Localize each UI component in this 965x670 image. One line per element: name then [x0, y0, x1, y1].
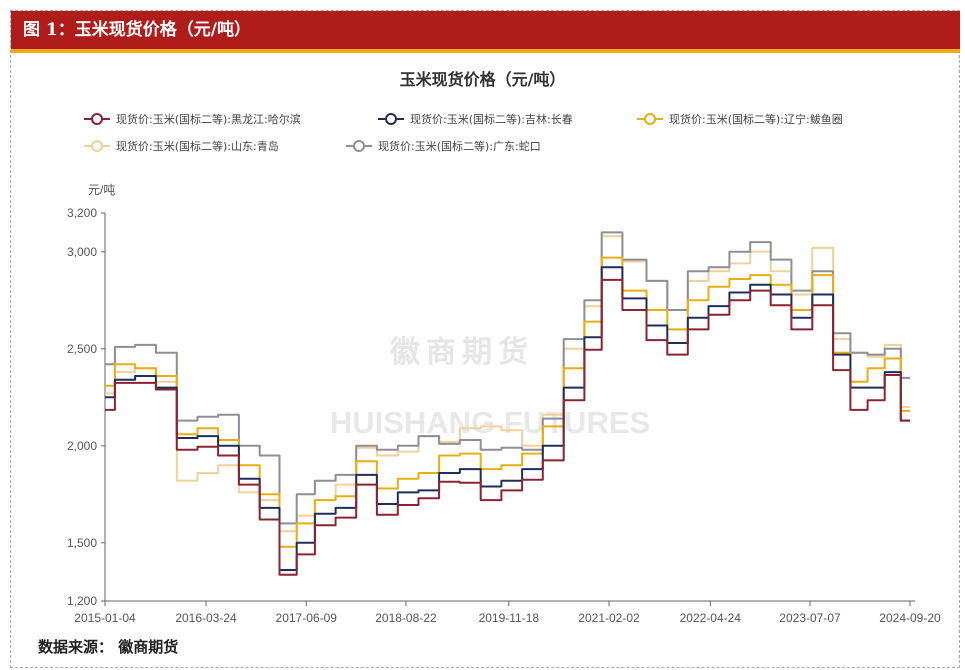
legend-line-marker-icon [346, 140, 372, 152]
source-note: 数据来源： 徽商期货 [38, 638, 179, 656]
x-tick-label: 2022-04-24 [680, 611, 742, 625]
x-tick-label: 2017-06-09 [276, 611, 338, 625]
watermark-cn: 徽商期货 [389, 335, 534, 370]
title-underline [11, 49, 960, 53]
legend-item[interactable]: 现货价:玉米(国标二等):广东:蛇口 [346, 138, 541, 154]
y-tick-label: 1,500 [67, 536, 97, 550]
x-tick-label: 2019-11-18 [479, 611, 540, 625]
legend-line-marker-icon [637, 113, 663, 125]
legend-item[interactable]: 现货价:玉米(国标二等):吉林:长春 [378, 111, 573, 127]
x-tick-label: 2021-02-02 [578, 611, 640, 625]
y-tick-label: 3,000 [67, 245, 97, 259]
legend-label: 现货价:玉米(国标二等):吉林:长春 [410, 113, 573, 126]
series-line-2 [105, 256, 910, 548]
x-tick-label: 2023-07-07 [779, 611, 841, 625]
legend-line-marker-icon [84, 140, 110, 152]
legend-label: 现货价:玉米(国标二等):广东:蛇口 [378, 140, 541, 153]
legend-label: 现货价:玉米(国标二等):辽宁:鲅鱼圈 [669, 113, 843, 126]
legend-line-marker-icon [84, 113, 110, 125]
figure-title-bar: 图 1：玉米现货价格（元/吨） [11, 11, 960, 49]
series-line-0 [105, 278, 910, 576]
watermark-en: HUISHANG FUTURES [330, 405, 650, 440]
y-tick-label: 3,200 [67, 206, 97, 220]
x-tick-label: 2016-03-24 [175, 611, 237, 625]
x-tick-label: 2015-01-04 [74, 611, 136, 625]
figure-frame [10, 10, 960, 668]
legend-label: 现货价:玉米(国标二等):黑龙江:哈尔滨 [116, 113, 301, 126]
y-tick-label: 1,200 [67, 594, 97, 608]
y-tick-label: 2,500 [67, 342, 97, 356]
x-tick-label: 2018-08-22 [375, 611, 437, 625]
x-tick-label: 2024-09-20 [879, 611, 941, 625]
legend-item[interactable]: 现货价:玉米(国标二等):山东:青岛 [84, 138, 279, 154]
y-axis-unit: 元/吨 [88, 183, 115, 197]
legend-line-marker-icon [378, 113, 404, 125]
chart-title: 玉米现货价格（元/吨） [399, 70, 566, 89]
y-tick-label: 2,000 [67, 439, 97, 453]
legend-item[interactable]: 现货价:玉米(国标二等):黑龙江:哈尔滨 [84, 111, 301, 127]
legend-item[interactable]: 现货价:玉米(国标二等):辽宁:鲅鱼圈 [637, 111, 843, 127]
series-line-3 [105, 235, 910, 533]
legend-label: 现货价:玉米(国标二等):山东:青岛 [116, 140, 279, 153]
